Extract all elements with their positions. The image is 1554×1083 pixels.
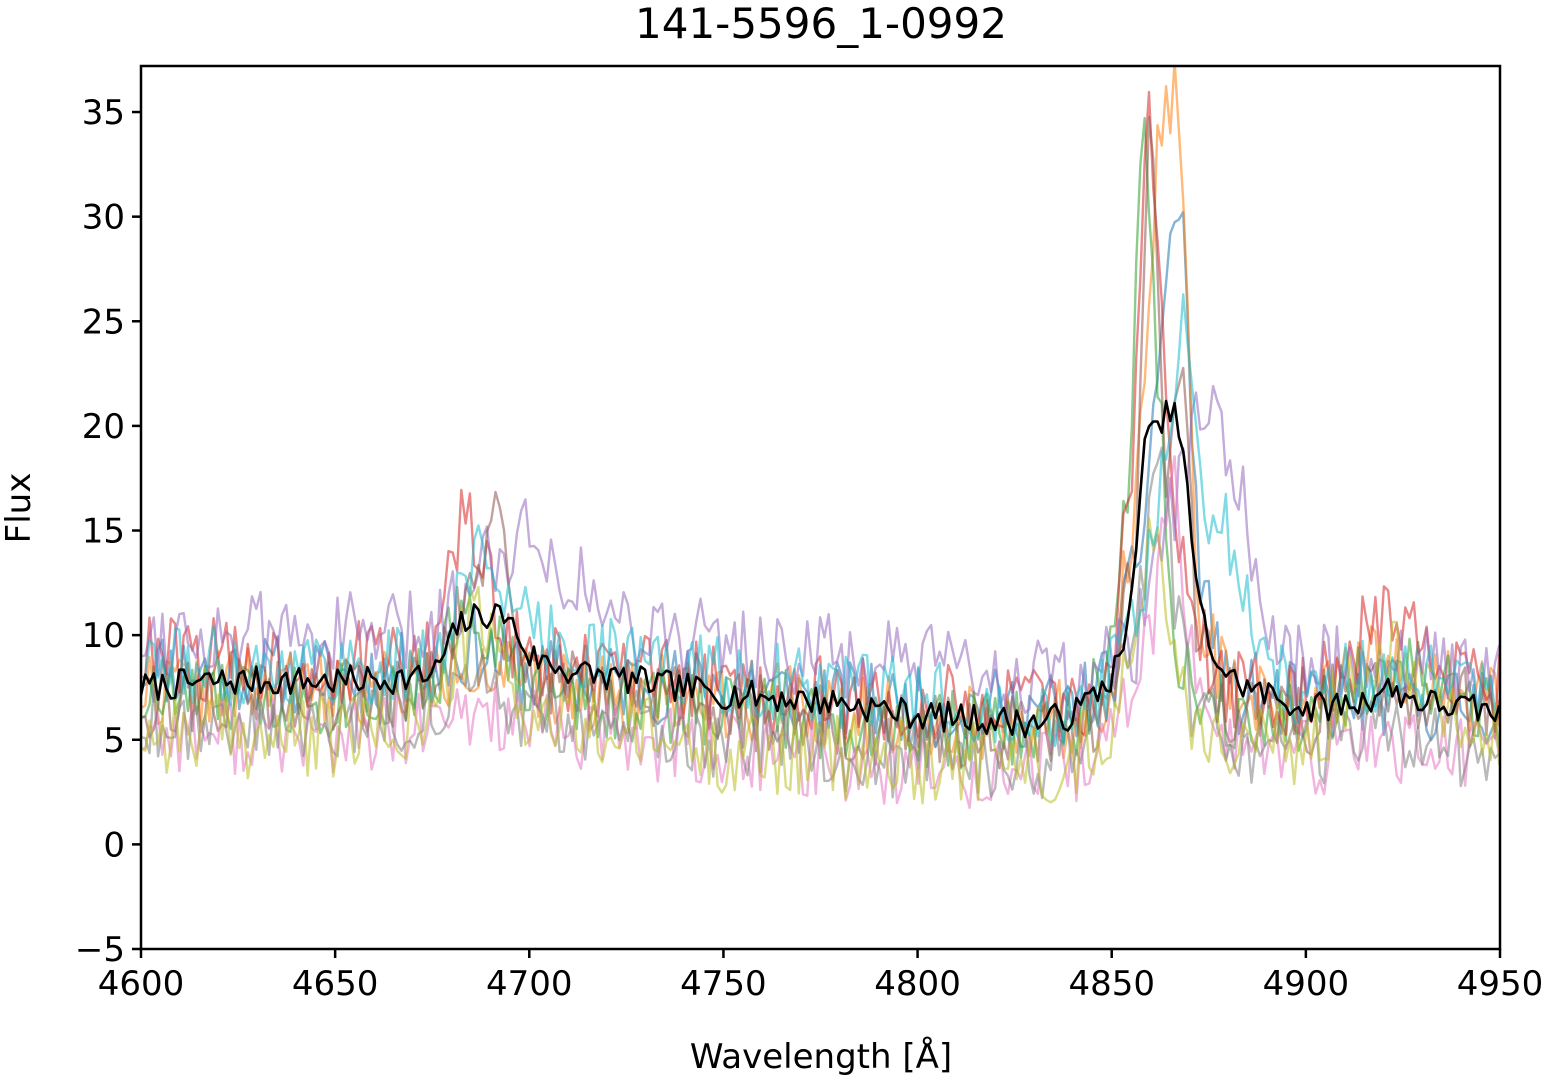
series-line-1 [141,66,1500,760]
plot-frame [139,64,1502,951]
y-axis-title: Flux [0,473,39,544]
x-tick-label: 4900 [1263,964,1350,1004]
series-line-3 [141,90,1500,743]
y-tick-label: −5 [75,930,125,970]
x-tick-label: 4800 [874,964,961,1004]
y-tick-label: 25 [82,302,125,342]
x-tick-label: 4700 [486,964,573,1004]
series-line-9 [141,293,1500,748]
series-line-4 [141,384,1500,722]
y-tick-label: 5 [103,721,125,761]
y-tick-label: 35 [82,93,125,133]
chart-title: 141-5596_1-0992 [635,0,1007,48]
series-line-10 [141,399,1500,739]
y-axis: −5 0 5 10 15 20 25 30 35 [75,93,141,970]
y-tick-label: 20 [82,407,125,447]
y-tick-label: 0 [103,825,125,865]
x-tick-label: 4850 [1068,964,1155,1004]
x-axis-title: Wavelength [Å] [690,1036,952,1077]
y-tick-label: 15 [82,512,125,552]
plot-lines [141,66,1500,809]
x-axis: 4600 4650 4700 4750 4800 4850 4900 4950 [98,949,1544,1004]
y-tick-label: 10 [82,616,125,656]
y-tick-label: 30 [82,198,125,238]
x-tick-label: 4950 [1457,964,1544,1004]
x-tick-label: 4600 [98,964,185,1004]
x-tick-label: 4750 [680,964,767,1004]
x-tick-label: 4650 [292,964,379,1004]
series-line-8 [141,517,1500,805]
series-line-2 [141,116,1500,770]
